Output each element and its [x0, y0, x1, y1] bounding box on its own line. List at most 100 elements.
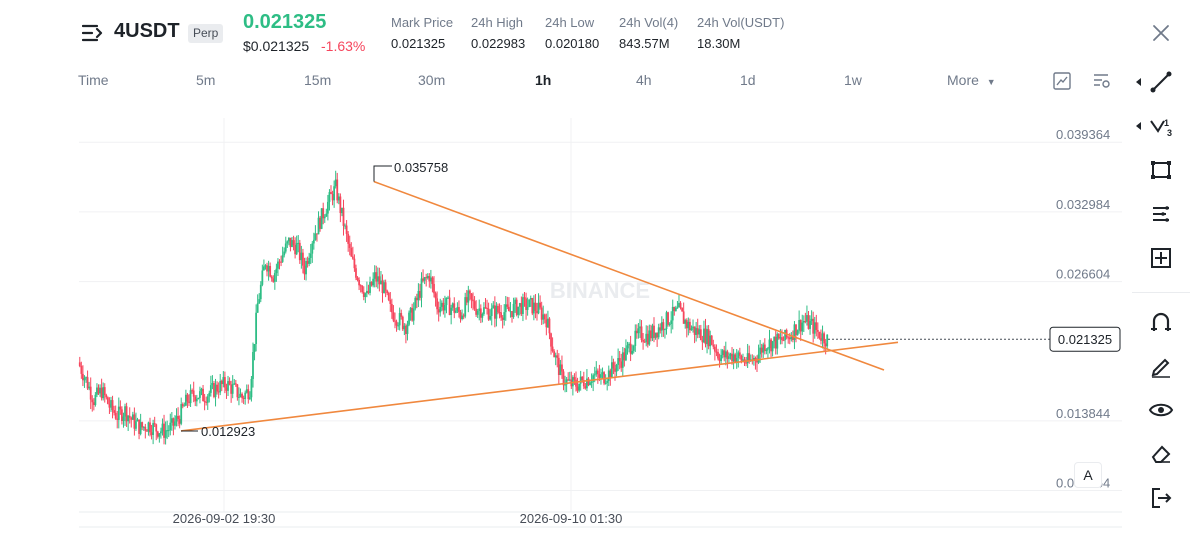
candle: [740, 355, 743, 361]
candle: [178, 419, 181, 424]
candle: [283, 251, 286, 256]
tab-1w[interactable]: 1w: [844, 72, 862, 88]
candle: [537, 302, 540, 314]
candle: [503, 312, 506, 320]
candle: [147, 422, 150, 432]
candle: [425, 277, 428, 279]
eye-icon[interactable]: [1148, 397, 1174, 423]
candle: [188, 401, 190, 404]
candle: [596, 370, 599, 375]
candle: [89, 386, 92, 400]
candle: [339, 196, 342, 214]
candle: [721, 350, 724, 355]
candle: [704, 328, 707, 345]
candle: [150, 432, 153, 435]
candle: [604, 382, 607, 384]
candle: [493, 305, 496, 319]
candle: [712, 344, 715, 347]
candle: [646, 333, 649, 345]
rectangle-shape-icon[interactable]: [1148, 157, 1174, 183]
tab-30m[interactable]: 30m: [418, 72, 446, 88]
candle: [512, 303, 515, 317]
candle: [341, 207, 343, 214]
vol-usdt-value: 18.30M: [697, 36, 741, 51]
candle: [617, 358, 620, 365]
candle: [771, 341, 774, 352]
candle: [344, 225, 346, 227]
candle: [479, 308, 482, 318]
candle: [787, 337, 790, 339]
measure-icon[interactable]: [1148, 245, 1174, 271]
exit-icon[interactable]: [1148, 485, 1174, 511]
candle: [247, 389, 250, 400]
tab-15m[interactable]: 15m: [304, 72, 332, 88]
tab-5m[interactable]: 5m: [196, 72, 216, 88]
candle: [728, 356, 730, 359]
candle: [578, 383, 581, 391]
candle: [160, 431, 162, 434]
candle: [333, 186, 336, 201]
expand-arrow-icon[interactable]: [1135, 78, 1143, 86]
candle: [561, 364, 563, 372]
candle: [250, 378, 253, 398]
candle: [102, 387, 105, 399]
candle: [501, 317, 504, 320]
candle: [656, 332, 659, 338]
auto-scale-button[interactable]: A: [1074, 462, 1102, 488]
pencil-icon[interactable]: [1148, 353, 1174, 379]
candle: [370, 281, 373, 286]
candle: [155, 424, 158, 432]
fibonacci-icon[interactable]: 1 3: [1148, 113, 1174, 139]
candle: [275, 268, 278, 274]
eraser-icon[interactable]: [1148, 441, 1174, 467]
candle: [355, 268, 357, 278]
tab-time[interactable]: Time: [78, 72, 109, 88]
candle: [139, 422, 142, 434]
expand-arrow-icon[interactable]: [1135, 122, 1143, 130]
candle: [289, 237, 292, 247]
candle: [291, 240, 293, 247]
candle: [426, 276, 429, 279]
indicator-settings-icon[interactable]: [1092, 71, 1112, 91]
candle: [308, 257, 311, 264]
tab-1h[interactable]: 1h: [535, 72, 552, 88]
candle: [141, 422, 144, 428]
tab-4h[interactable]: 4h: [636, 72, 652, 88]
candle: [303, 265, 306, 275]
last-price: 0.021325: [243, 11, 327, 33]
candle: [80, 366, 83, 374]
more-dropdown[interactable]: More ▼: [947, 72, 996, 88]
magnet-icon[interactable]: [1148, 309, 1174, 335]
parallel-channel-icon[interactable]: [1148, 201, 1174, 227]
candle: [378, 276, 381, 285]
candle: [651, 325, 654, 339]
symbol-name[interactable]: 4USDT: [114, 20, 180, 42]
candle: [659, 327, 662, 331]
candle: [815, 322, 818, 330]
tab-1d[interactable]: 1d: [740, 72, 756, 88]
candle: [473, 301, 476, 309]
candle: [252, 352, 254, 379]
candle: [557, 357, 560, 375]
candle: [726, 351, 729, 359]
candle: [152, 423, 155, 435]
menu-icon[interactable]: [82, 22, 104, 44]
annotations: 0.035758 0.012923: [181, 160, 448, 439]
candle: [397, 325, 400, 327]
candle: [362, 292, 365, 297]
candle: [206, 396, 209, 403]
trend-line-icon[interactable]: [1148, 69, 1174, 95]
candle: [529, 298, 532, 300]
candle: [718, 358, 721, 362]
candle: [635, 330, 638, 334]
candle: [183, 405, 186, 407]
candle: [807, 315, 810, 329]
chart-type-icon[interactable]: [1052, 71, 1072, 91]
candle: [156, 431, 159, 437]
close-icon[interactable]: [1150, 22, 1172, 44]
candle: [83, 377, 86, 381]
candle: [108, 403, 111, 408]
candle: [476, 310, 479, 315]
